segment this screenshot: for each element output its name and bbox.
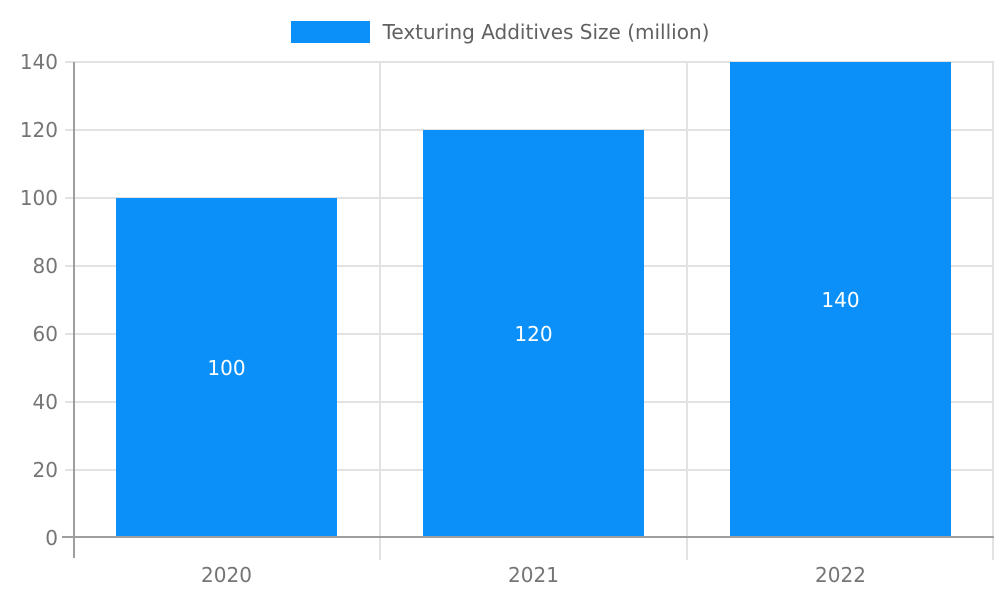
y-axis-label: 80: [32, 254, 58, 278]
y-axis-label: 60: [32, 322, 58, 346]
bar-2021[interactable]: 120: [423, 130, 644, 538]
y-axis-label: 40: [32, 390, 58, 414]
x-axis-line: [62, 536, 994, 538]
bar-2020[interactable]: 100: [116, 198, 337, 538]
bar-2022[interactable]: 140: [730, 62, 951, 538]
y-axis-label: 100: [19, 186, 58, 210]
bar-value-label: 120: [514, 322, 553, 346]
x-axis-label-2020: 2020: [201, 563, 252, 587]
bar-value-label: 100: [207, 356, 246, 380]
y-axis-label: 20: [32, 458, 58, 482]
x-axis-label-2021: 2021: [508, 563, 559, 587]
legend-swatch-icon: [290, 21, 370, 43]
chart-legend: Texturing Additives Size (million): [0, 20, 1000, 44]
x-axis-label-2022: 2022: [815, 563, 866, 587]
legend-label: Texturing Additives Size (million): [382, 20, 710, 44]
y-axis-label: 120: [19, 118, 58, 142]
y-axis-label: 0: [45, 526, 58, 550]
x-category-gridline: [379, 62, 381, 560]
y-axis-label: 140: [19, 50, 58, 74]
bar-value-label: 140: [821, 288, 860, 312]
x-category-gridline: [686, 62, 688, 560]
plot-area: 0 20 40 60 80 100 120 140 100 2020 120 2021 140 2022: [20, 50, 994, 587]
y-axis-line: [73, 62, 75, 558]
y-gridline: [65, 61, 994, 63]
plot-right-border: [992, 62, 994, 560]
legend-item[interactable]: Texturing Additives Size (million): [290, 20, 710, 44]
